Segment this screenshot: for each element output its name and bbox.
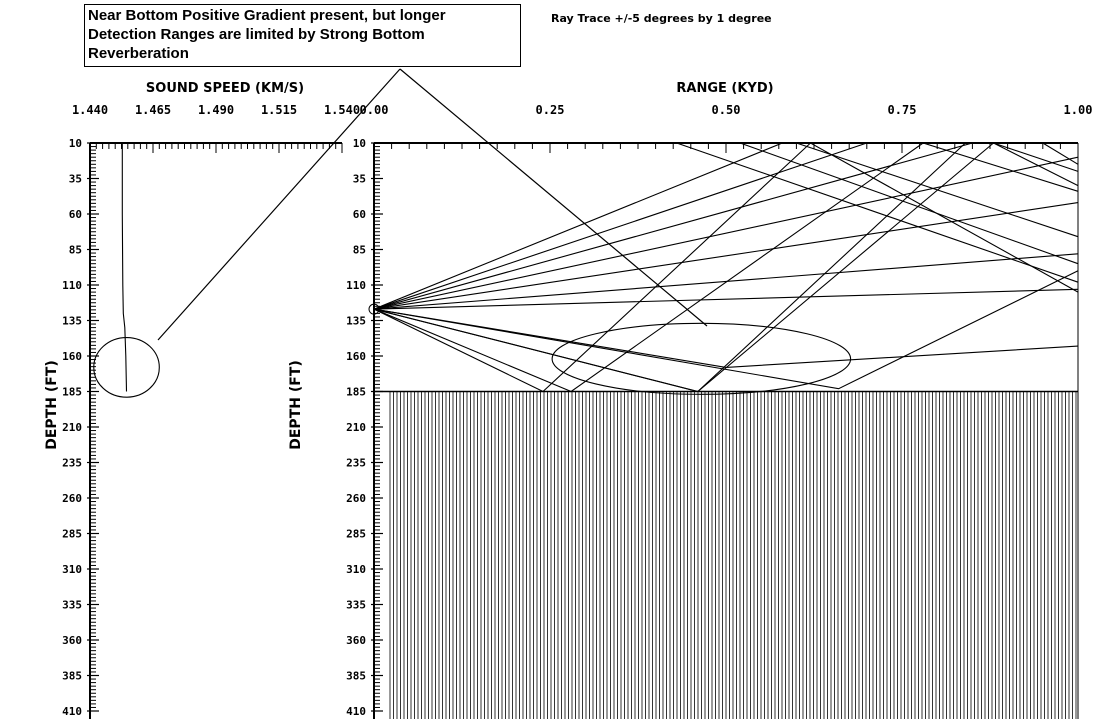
annotation-leader-right — [399, 68, 708, 327]
range-depth-axis-title: DEPTH (FT) — [288, 360, 304, 450]
ray-trace-panel: RANGE (KYD) DEPTH (FT) 0.00 0.25 0.50 0.75 1… — [288, 81, 1092, 719]
x-tick-label: 1.490 — [198, 103, 234, 117]
y-tick-label: 185 — [346, 386, 366, 399]
series-line — [373, 156, 1079, 310]
highlight-ellipse — [551, 322, 852, 395]
series-line — [676, 142, 1079, 283]
series-line — [373, 142, 973, 310]
sound-speed-depth-axis-title: DEPTH (FT) — [44, 360, 60, 450]
y-tick-label: 285 — [346, 528, 366, 541]
series-line — [373, 142, 1079, 393]
y-tick-label: 235 — [62, 457, 82, 470]
series-line — [373, 202, 1079, 310]
annotation-leader-left — [157, 68, 401, 341]
y-tick-label: 260 — [346, 492, 366, 505]
x-tick-label: 0.75 — [888, 103, 917, 117]
x-tick-label: 0.50 — [712, 103, 741, 117]
y-tick-label: 410 — [62, 705, 82, 718]
annotation-box: Near Bottom Positive Gradient present, b… — [84, 4, 521, 67]
series-line — [373, 253, 1079, 310]
seabed-hatching — [368, 143, 1079, 719]
chart-subtitle: Ray Trace +/-5 degrees by 1 degree — [551, 12, 772, 25]
y-tick-label: 285 — [62, 528, 82, 541]
y-tick-label: 85 — [69, 244, 82, 257]
y-tick-label: 135 — [346, 315, 366, 328]
y-tick-label: 60 — [353, 208, 366, 221]
y-tick-label: 335 — [62, 599, 82, 612]
series-line — [1042, 142, 1079, 165]
range-axis-title: RANGE (KYD) — [676, 81, 773, 96]
x-tick-label: 1.515 — [261, 103, 297, 117]
y-tick-label: 410 — [346, 705, 366, 718]
y-tick-label: 210 — [346, 421, 366, 434]
series-line — [796, 142, 1079, 238]
series-line — [739, 142, 1079, 265]
x-tick-label: 0.25 — [536, 103, 565, 117]
series-line — [373, 142, 1079, 393]
y-tick-label: 310 — [62, 563, 82, 576]
series-line — [373, 270, 1079, 390]
y-tick-label: 110 — [62, 279, 82, 292]
x-tick-label: 1.465 — [135, 103, 171, 117]
series-line — [121, 143, 128, 392]
annotation-line-3: Reverberation — [88, 45, 189, 62]
x-tick-label: 1.540 — [324, 103, 360, 117]
series-line — [373, 142, 867, 310]
sound-speed-axis-title: SOUND SPEED (KM/S) — [146, 81, 304, 96]
y-tick-label: 310 — [346, 563, 366, 576]
y-tick-label: 260 — [62, 492, 82, 505]
series-line — [373, 142, 966, 393]
sound-speed-frame — [90, 109, 356, 719]
series-line — [373, 308, 1079, 368]
y-tick-label: 160 — [346, 350, 366, 363]
y-tick-label: 85 — [353, 244, 366, 257]
annotation-line-2: Detection Ranges are limited by Strong B… — [88, 26, 425, 43]
y-tick-label: 235 — [346, 457, 366, 470]
y-tick-label: 210 — [62, 421, 82, 434]
y-tick-label: 185 — [62, 386, 82, 399]
highlight-ellipse — [93, 336, 160, 398]
series-line — [993, 142, 1079, 172]
series-line — [373, 288, 1079, 310]
y-tick-label: 385 — [62, 670, 82, 683]
y-tick-label: 135 — [62, 315, 82, 328]
y-tick-label: 160 — [62, 350, 82, 363]
annotation-line-1: Near Bottom Positive Gradient present, b… — [88, 7, 446, 24]
y-tick-label: 35 — [69, 173, 82, 186]
x-tick-label: 1.00 — [1064, 103, 1093, 117]
sound-speed-panel: SOUND SPEED (KM/S) DEPTH (FT) 1.440 1.465… — [44, 81, 360, 719]
y-tick-label: 110 — [346, 279, 366, 292]
y-tick-label: 385 — [346, 670, 366, 683]
y-tick-label: 10 — [69, 137, 82, 150]
y-tick-label: 10 — [353, 137, 366, 150]
y-tick-label: 60 — [69, 208, 82, 221]
y-tick-label: 360 — [62, 634, 82, 647]
x-tick-label: 1.440 — [72, 103, 108, 117]
y-tick-label: 360 — [346, 634, 366, 647]
series-line — [373, 142, 783, 310]
y-tick-label: 335 — [346, 599, 366, 612]
y-tick-label: 35 — [353, 173, 366, 186]
